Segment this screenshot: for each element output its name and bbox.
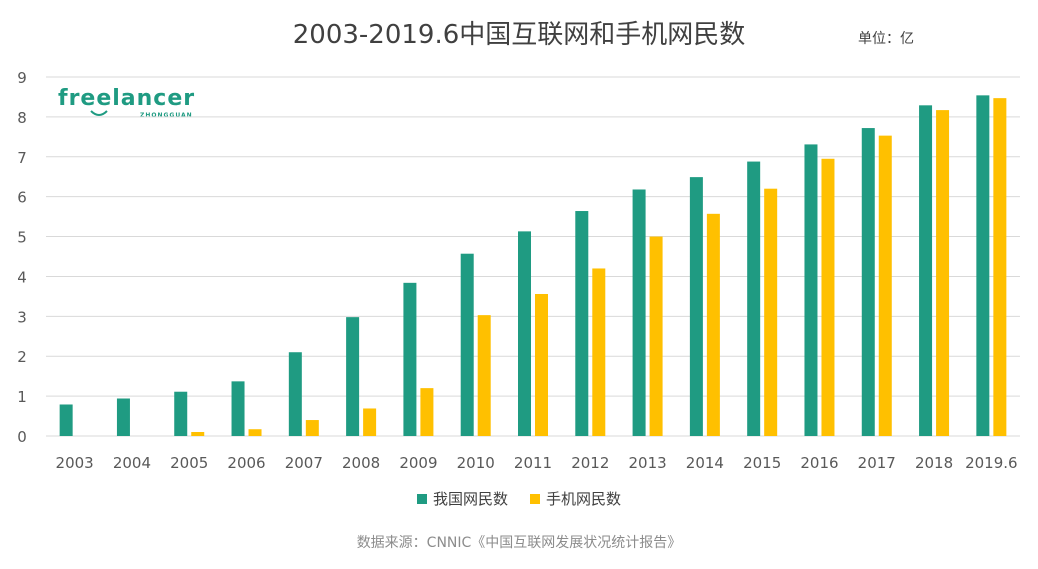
legend-label-internet: 我国网民数 [432, 490, 508, 508]
x-tick-label: 2005 [170, 454, 208, 472]
bar-internet [861, 128, 875, 436]
x-tick-label: 2007 [285, 454, 323, 472]
bar-internet [976, 95, 990, 437]
y-tick-label: 8 [17, 109, 27, 127]
y-tick-label: 5 [17, 229, 27, 247]
bar-internet [518, 231, 531, 436]
freelancer-logo: freelancer ZHONGGUAN [58, 86, 203, 126]
x-tick-label: 2019.6 [965, 454, 1018, 472]
x-tick-label: 2011 [514, 454, 552, 472]
bar-mobile [592, 268, 606, 436]
y-tick-label: 9 [17, 69, 27, 87]
x-tick-label: 2009 [399, 454, 437, 472]
bar-mobile [420, 388, 434, 436]
bar-mobile [993, 98, 1007, 436]
bar-internet [689, 177, 703, 437]
x-tick-label: 2010 [457, 454, 495, 472]
logo-smile-icon [90, 110, 108, 116]
y-tick-label: 0 [17, 428, 27, 446]
unit-label: 单位：亿 [858, 31, 914, 47]
bar-mobile [706, 213, 720, 436]
bar-internet [346, 317, 360, 436]
bar-mobile [477, 315, 491, 436]
bar-mobile [878, 135, 892, 437]
bar-internet [747, 161, 761, 436]
bar-mobile [305, 420, 319, 436]
bar-mobile [191, 432, 205, 436]
x-tick-label: 2013 [628, 454, 666, 472]
bar-internet [59, 404, 73, 436]
legend-swatch-mobile [530, 493, 540, 504]
bar-internet [174, 391, 188, 436]
bar-internet [403, 282, 417, 436]
y-tick-label: 1 [17, 388, 27, 406]
bar-mobile [649, 236, 663, 436]
x-tick-label: 2014 [686, 454, 724, 472]
bar-mobile [936, 110, 950, 436]
y-tick-label: 2 [17, 348, 27, 366]
bar-internet [231, 381, 245, 436]
bar-mobile [764, 188, 778, 436]
x-tick-label: 2018 [915, 454, 953, 472]
bar-mobile [363, 408, 377, 436]
bar-internet [632, 189, 646, 436]
legend-item-internet: 我国网民数 [416, 488, 508, 509]
bar-internet [919, 105, 933, 437]
x-tick-label: 2016 [800, 454, 838, 472]
logo-subtext: ZHONGGUAN [140, 112, 193, 119]
legend-item-mobile: 手机网民数 [530, 488, 621, 509]
source-note: 数据来源：CNNIC《中国互联网发展状况统计报告》 [356, 535, 682, 551]
x-tick-label: 2017 [858, 454, 896, 472]
bar-internet [116, 398, 130, 436]
x-tick-label: 2008 [342, 454, 380, 472]
bar-mobile [248, 429, 262, 436]
bar-mobile [535, 293, 548, 436]
bar-internet [804, 144, 818, 436]
bar-internet [288, 352, 302, 436]
x-tick-label: 2003 [56, 454, 94, 472]
bar-internet [460, 253, 474, 436]
x-tick-label: 2004 [113, 454, 151, 472]
chart-title: 2003-2019.6中国互联网和手机网民数 [292, 20, 746, 50]
logo-wordmark: freelancer [58, 86, 196, 111]
x-tick-label: 2015 [743, 454, 781, 472]
legend-swatch-internet [416, 493, 427, 504]
y-tick-label: 3 [17, 308, 27, 326]
legend: 我国网民数 手机网民数 [0, 488, 1038, 509]
bar-mobile [821, 158, 835, 436]
y-tick-label: 4 [17, 268, 27, 286]
bar-chart: 0 1 2 3 4 5 6 7 8 9 2003 2004 2005 2006 2007 2008 2009 20… [17, 69, 1020, 472]
y-tick-label: 7 [17, 149, 27, 167]
legend-label-mobile: 手机网民数 [546, 490, 622, 508]
x-tick-label: 2012 [571, 454, 609, 472]
x-tick-label: 2006 [227, 454, 265, 472]
bar-internet [575, 211, 589, 436]
y-tick-label: 6 [17, 189, 27, 207]
